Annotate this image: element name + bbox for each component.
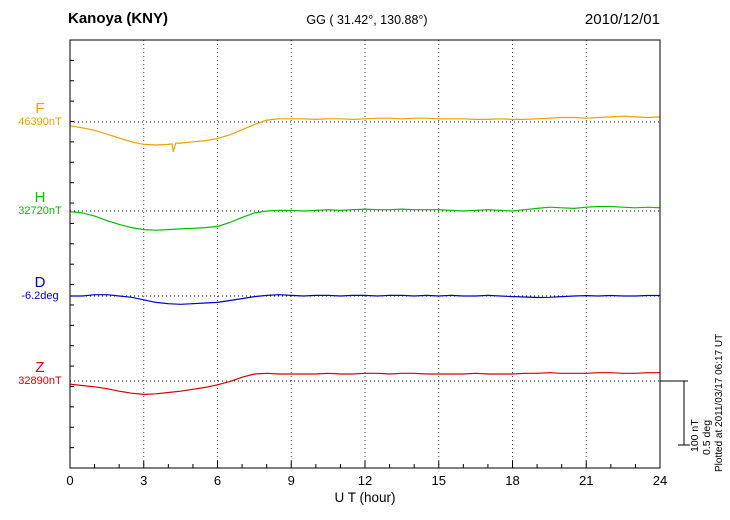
station-coordinates: GG ( 31.42°, 130.88°) xyxy=(306,13,428,27)
trace-F xyxy=(69,115,661,152)
scale-bar-nt-label: 100 nT xyxy=(689,419,701,452)
series-label-F: F 46390nT xyxy=(8,101,72,129)
plotted-at-note: Plotted at 2011/03/17 06:17 UT xyxy=(714,333,725,472)
trace-D xyxy=(69,294,661,305)
series-label-Z: Z 32890nT xyxy=(8,360,72,388)
series-name-D: D xyxy=(34,274,46,291)
plot-frame xyxy=(69,39,661,469)
x-tick-label-3: 3 xyxy=(140,473,147,488)
series-baseline-D: -6.2deg xyxy=(21,290,59,302)
trace-H xyxy=(69,205,661,231)
x-tick-label-21: 21 xyxy=(579,473,593,488)
series-baseline-Z: 32890nT xyxy=(18,375,62,387)
x-axis-label: U T (hour) xyxy=(334,490,396,505)
x-tick-label-6: 6 xyxy=(214,473,221,488)
x-tick-label-18: 18 xyxy=(505,473,519,488)
series-baseline-H: 32720nT xyxy=(18,205,62,217)
plot-date: 2010/12/01 xyxy=(584,11,660,28)
series-name-H: H xyxy=(34,189,46,206)
trace-Z xyxy=(69,372,661,395)
x-tick-label-0: 0 xyxy=(66,473,73,488)
x-tick-label-9: 9 xyxy=(288,473,295,488)
x-tick-label-12: 12 xyxy=(358,473,372,488)
series-label-H: H 32720nT xyxy=(8,190,72,218)
station-title: Kanoya (KNY) xyxy=(68,10,169,27)
series-label-D: D -6.2deg xyxy=(8,275,72,303)
x-tick-label-15: 15 xyxy=(432,473,446,488)
series-name-Z: Z xyxy=(35,359,45,376)
series-name-F: F xyxy=(35,100,45,117)
x-tick-label-24: 24 xyxy=(653,473,667,488)
scale-bar-deg-label: 0.5 deg xyxy=(701,419,713,455)
series-baseline-F: 46390nT xyxy=(18,116,62,128)
